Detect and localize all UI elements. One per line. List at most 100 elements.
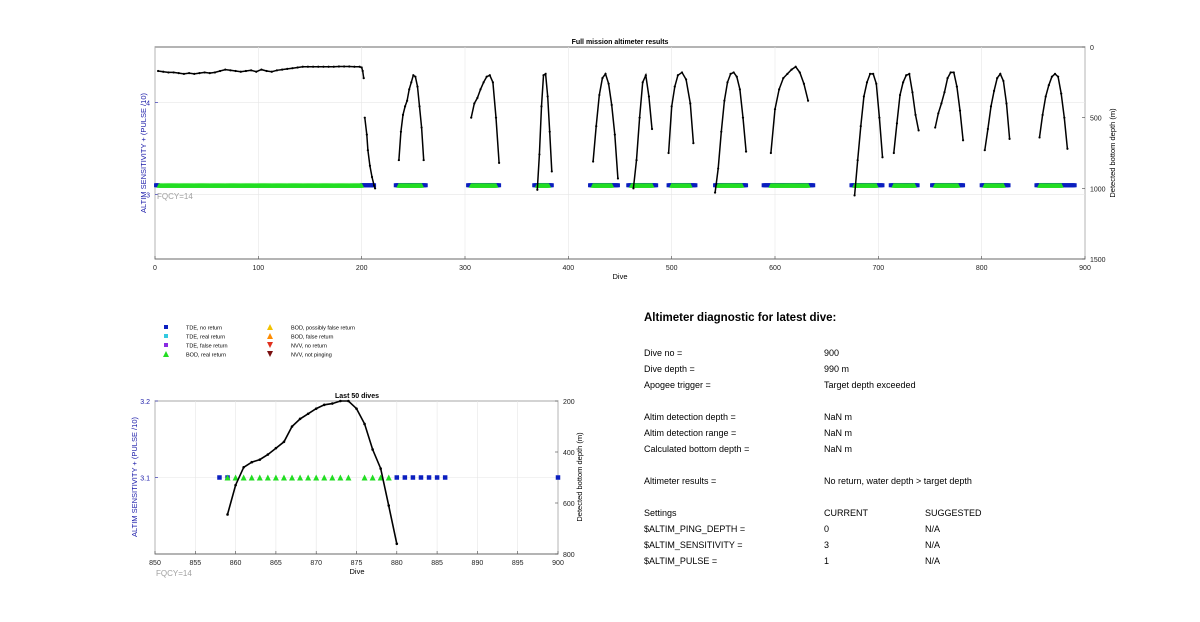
depth-point — [717, 167, 720, 170]
depth-point — [872, 72, 875, 75]
bod-real-return-marker — [264, 474, 271, 481]
x-tick-label: 885 — [431, 560, 443, 567]
depth-point — [610, 103, 613, 107]
depth-point — [934, 126, 937, 129]
depth-point — [1047, 84, 1050, 87]
legend-label: BOD, possibly false return — [291, 325, 355, 331]
bod-real-return-marker — [361, 474, 368, 481]
bod-real-return-marker — [232, 474, 239, 481]
depth-point — [769, 151, 772, 155]
setting-current: 0 — [824, 524, 830, 534]
depth-point — [989, 105, 993, 108]
depth-point — [943, 91, 946, 94]
legend-marker — [267, 342, 273, 348]
legend-marker — [164, 343, 168, 347]
depth-point — [255, 70, 258, 73]
x-tick-label: 850 — [149, 560, 161, 567]
bod-real-return-marker — [369, 474, 376, 481]
settings-row-ping-depth: $ALTIM_PING_DEPTH = 0 N/A — [644, 524, 1164, 536]
depth-point — [1053, 72, 1057, 75]
y-tick-label: 3.2 — [140, 399, 150, 406]
bod-real-return-marker — [687, 182, 693, 188]
depth-point — [692, 142, 695, 145]
depth-point — [952, 71, 955, 74]
depth-point — [491, 81, 494, 84]
depth-point — [996, 76, 999, 80]
depth-point — [366, 149, 369, 152]
setting-suggested: N/A — [925, 556, 941, 566]
depth-point — [414, 75, 417, 78]
depth-point — [778, 88, 781, 91]
depth-point — [494, 116, 498, 119]
depth-point — [275, 69, 279, 72]
depth-point — [548, 130, 551, 133]
bod-real-return-marker — [305, 474, 312, 481]
depth-point — [647, 95, 651, 98]
depth-point — [782, 76, 785, 80]
diagnostic-row-detection-range: Altim detection range = NaN m — [644, 428, 1164, 440]
tde-no-return-marker — [426, 475, 432, 480]
diagnostic-title: Altimeter diagnostic for latest dive: — [644, 312, 837, 324]
full-mission-y-label: ALTIM SENSITIVITY + (PULSE /10) — [139, 93, 148, 213]
full-mission-chart: Full mission altimeter results 0 100 200 30… — [139, 39, 1117, 281]
tde-no-return-marker — [744, 183, 749, 188]
y2-tick-label: 200 — [563, 399, 575, 406]
depth-point — [546, 95, 549, 98]
legend-label: NVV, not pinging — [291, 352, 332, 358]
depth-point — [604, 72, 607, 75]
bod-real-return-marker — [546, 182, 552, 188]
legend-label: BOD, false return — [291, 334, 334, 340]
full-mission-depth-lines — [157, 65, 1069, 197]
depth-point — [312, 65, 315, 68]
depth-point — [317, 65, 320, 68]
bod-real-return-marker — [359, 182, 365, 188]
x-tick-label: 870 — [310, 560, 322, 567]
depth-point — [738, 88, 741, 91]
bod-real-return-marker — [912, 182, 917, 188]
x-tick-label: 860 — [230, 560, 242, 567]
depth-point — [162, 70, 165, 73]
depth-point — [607, 82, 610, 85]
depth-point — [689, 102, 692, 105]
depth-point — [370, 175, 374, 179]
x-tick-label: 800 — [976, 265, 988, 272]
x-tick-label: 900 — [552, 560, 564, 567]
depth-point — [937, 112, 940, 115]
tde-no-return-marker — [654, 183, 659, 188]
depth-point — [182, 72, 186, 75]
depth-point — [473, 102, 476, 105]
depth-point — [992, 89, 996, 92]
depth-point — [685, 78, 688, 81]
depth-point — [347, 399, 350, 403]
depth-point — [986, 127, 989, 131]
x-tick-label: 895 — [512, 560, 524, 567]
depth-point — [322, 403, 326, 407]
depth-point — [806, 99, 810, 102]
bod-real-return-marker — [329, 474, 336, 481]
depth-point — [374, 187, 377, 190]
x-tick-label: 880 — [391, 560, 403, 567]
bod-real-return-marker — [873, 182, 879, 188]
tde-no-return-marker — [693, 183, 698, 188]
depth-point — [337, 65, 341, 68]
depth-point — [802, 82, 806, 85]
depth-point — [881, 156, 884, 159]
depth-point — [420, 126, 423, 129]
depth-point — [735, 75, 738, 78]
settings-header-label: Settings — [644, 508, 677, 518]
legend-marker — [267, 333, 273, 339]
depth-point — [859, 125, 862, 128]
depth-point — [485, 75, 488, 78]
depth-point — [422, 158, 425, 162]
depth-point — [219, 69, 222, 73]
legend-label: BOD, real return — [186, 352, 226, 358]
depth-point — [282, 440, 286, 444]
depth-point — [638, 116, 641, 119]
depth-point — [258, 458, 262, 461]
diagnostic-row-bottom-depth: Calculated bottom depth = NaN m — [644, 444, 1164, 456]
depth-point — [270, 70, 273, 73]
bod-real-return-marker — [955, 182, 961, 188]
setting-current: 3 — [824, 540, 830, 550]
depth-point — [1041, 113, 1044, 116]
